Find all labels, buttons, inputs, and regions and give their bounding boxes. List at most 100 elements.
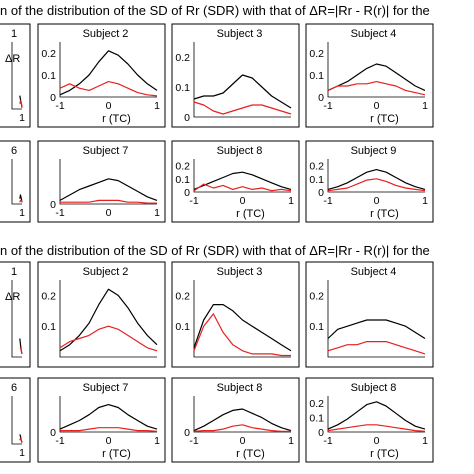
figure-title-top: n of the distribution of the SD of Rr (S…: [0, 3, 430, 18]
subject-panel: Subject 70-1 0 1: [37, 140, 166, 223]
panel-title: 6: [11, 382, 17, 394]
panel-axes: [193, 396, 291, 433]
x-tick-label: -1: [55, 435, 64, 447]
y-tick-label: 0: [318, 92, 324, 104]
subject-panel: Subject 3 0.1 0.2: [171, 261, 300, 368]
y-tick-label: 0.1: [309, 413, 324, 425]
x-tick-label: 0: [240, 195, 246, 207]
x-tick-label: 1: [154, 100, 160, 112]
y-tick-label: 0.1: [175, 174, 190, 186]
subject-panel: Subject 2 0.1 0.2: [37, 261, 166, 368]
delta-r-line: [19, 199, 23, 203]
panel-title: Subject 7: [83, 145, 129, 157]
sdr-line: [59, 178, 158, 201]
x-tick-label: 0: [106, 207, 112, 219]
x-tick-label: 1: [422, 100, 428, 112]
delta-r-line: [327, 424, 426, 432]
panel-title: 6: [11, 145, 17, 157]
panel-axes: [11, 159, 22, 205]
panel-frame: [37, 23, 166, 128]
x-tick-label: -1: [323, 100, 332, 112]
sdr-line: [327, 63, 426, 91]
delta-r-line: [193, 313, 291, 357]
delta-r-line: [19, 100, 23, 108]
y-tick-label: 0: [50, 199, 56, 211]
panel-axes: [327, 42, 425, 98]
subject-panel: 1 ΔR: [0, 261, 31, 368]
panel-frame: [0, 261, 31, 368]
y-tick-label: 0: [184, 427, 190, 439]
x-tick-label: 0: [374, 195, 380, 207]
x-tick-label: -1: [323, 195, 332, 207]
delta-r-line: [193, 183, 292, 192]
y-tick-label: 0.2: [309, 161, 324, 173]
panel-frame: [171, 377, 300, 463]
x-axis-label: r (TC): [236, 208, 265, 220]
panel-frame: [0, 23, 31, 128]
y-tick-label: 0.2: [175, 290, 190, 302]
panel-title: Subject 2: [83, 266, 129, 278]
x-tick-label: 1: [154, 207, 160, 219]
sdr-line: [193, 408, 292, 432]
sdr-line: [59, 50, 158, 96]
panel-frame: [305, 261, 434, 368]
y-tick-label: 0.2: [175, 52, 190, 64]
subject-panel: Subject 800.10.2-1 0 1r (TC): [171, 140, 300, 223]
delta-r-annotation: ΔR: [5, 53, 20, 65]
subject-panel: Subject 3 0 0.1 0.2: [171, 23, 300, 128]
panel-title: Subject 9: [351, 145, 397, 157]
x-tick-label: -1: [55, 207, 64, 219]
panel-axes: [59, 159, 157, 205]
panel-frame: [171, 261, 300, 368]
x-axis-label: r (TC): [102, 448, 131, 460]
x-axis-label: r (TC): [370, 113, 399, 125]
panel-frame: [37, 140, 166, 223]
x-axis-label: r (TC): [102, 113, 131, 125]
y-tick-label: 0.1: [309, 174, 324, 186]
y-tick-label: 0.2: [309, 290, 324, 302]
y-tick-label: 0.2: [41, 48, 56, 60]
x-tick-label: -1: [323, 435, 332, 447]
sdr-line: [327, 319, 426, 340]
panel-title: 1: [11, 28, 17, 40]
x-tick-label: 0: [106, 435, 112, 447]
sdr-line: [327, 401, 426, 430]
x-tick-label: 0: [240, 435, 246, 447]
delta-r-line: [60, 199, 157, 204]
subject-panel: Subject 200.10.2-1 0 1r (TC): [37, 23, 166, 128]
delta-r-line: [193, 424, 291, 432]
y-tick-label: 0.1: [175, 82, 190, 94]
panel-axes: [11, 42, 22, 110]
panel-axes: [59, 280, 157, 358]
sdr-line: [59, 288, 158, 352]
subject-panel: Subject 70-1 0 1r (TC): [37, 377, 166, 463]
panel-title: Subject 2: [83, 28, 129, 40]
x-tick-label: -1: [189, 195, 198, 207]
panel-frame: [0, 140, 31, 223]
sdr-line: [193, 171, 292, 190]
y-tick-label: 0: [50, 92, 56, 104]
panel-title: Subject 8: [217, 145, 263, 157]
y-tick-label: 0: [318, 427, 324, 439]
sdr-line: [193, 74, 292, 109]
panel-axes: [11, 396, 22, 445]
x-tick-label: 1: [422, 435, 428, 447]
panel-title: Subject 7: [83, 382, 129, 394]
panel-axes: [193, 159, 291, 193]
x-tick-label: 1: [422, 195, 428, 207]
x-axis-label: r (TC): [370, 208, 399, 220]
x-tick-label: 1: [19, 447, 25, 459]
y-tick-label: 0.1: [41, 321, 56, 333]
x-tick-label: 0: [374, 100, 380, 112]
panel-axes: [193, 42, 291, 118]
y-tick-label: 0.1: [309, 321, 324, 333]
delta-r-annotation: ΔR: [5, 291, 20, 303]
delta-r-line: [59, 81, 158, 97]
x-tick-label: -1: [189, 435, 198, 447]
panel-title: Subject 4: [351, 28, 397, 40]
subject-panel: 1 1 ΔR: [0, 23, 31, 128]
x-axis-label: r (TC): [370, 448, 399, 460]
sdr-line: [193, 304, 292, 352]
delta-r-line: [327, 341, 426, 355]
